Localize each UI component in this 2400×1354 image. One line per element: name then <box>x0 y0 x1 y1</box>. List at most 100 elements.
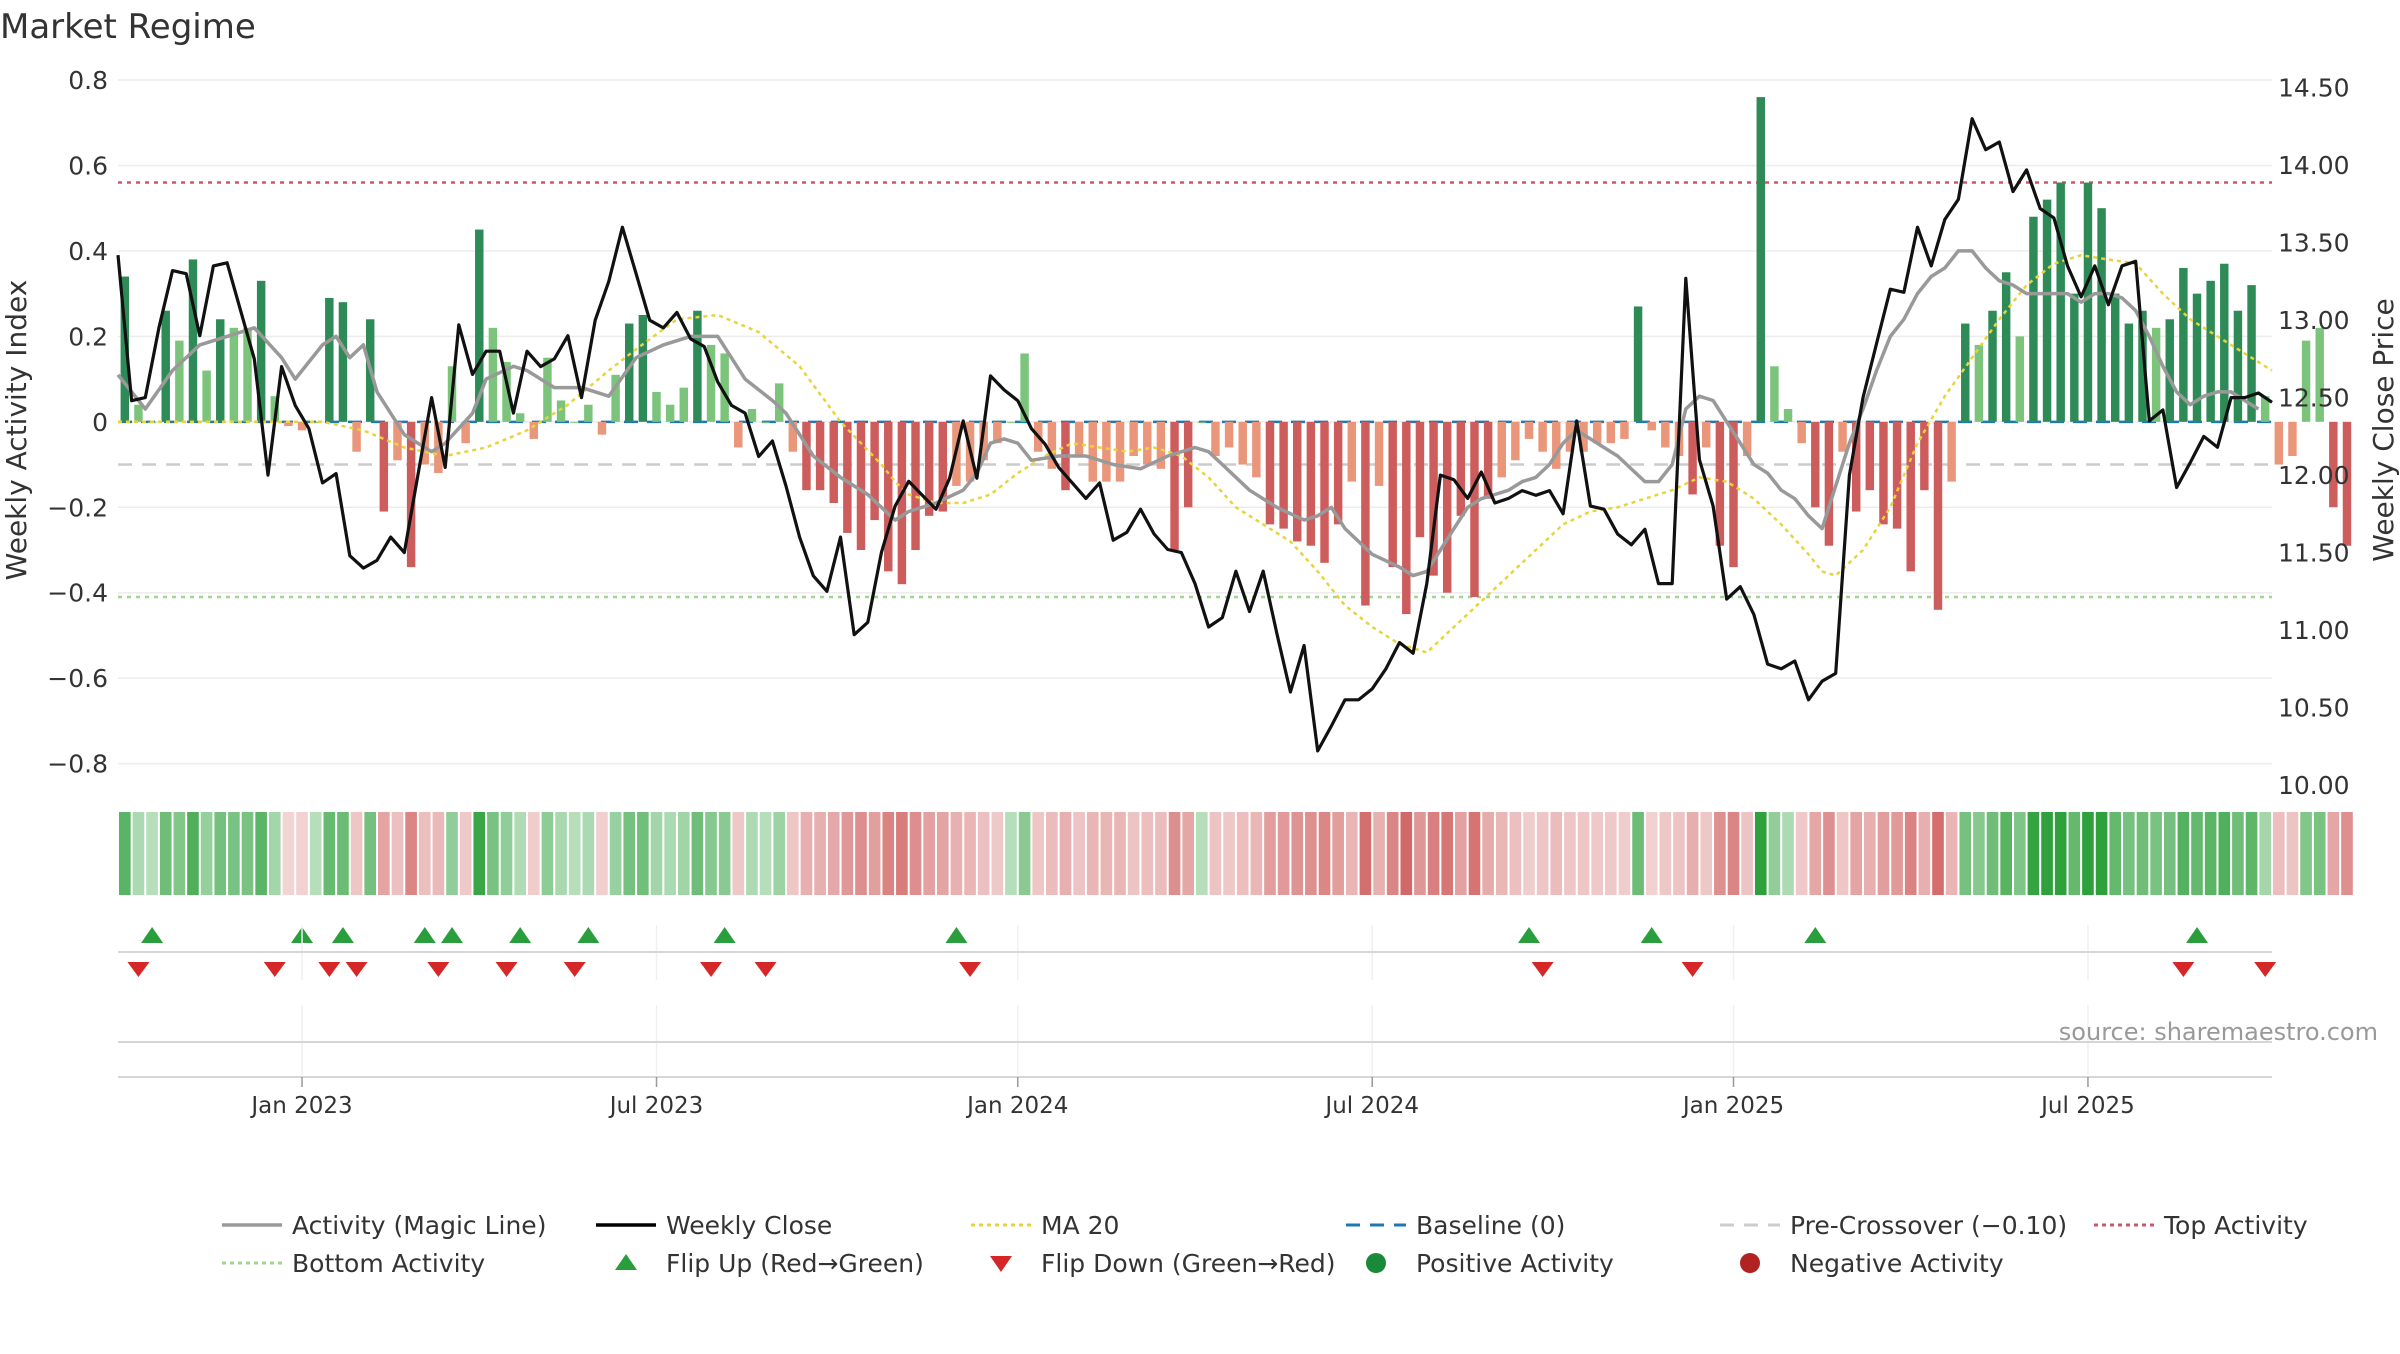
heat-cell <box>1005 812 1017 895</box>
activity-bar <box>1415 421 1425 538</box>
heat-cell <box>882 812 895 895</box>
activity-bar <box>2260 396 2270 422</box>
activity-bar <box>924 421 934 516</box>
heat-cell <box>2000 812 2012 895</box>
activity-bar <box>2329 421 2338 508</box>
heat-cell <box>664 812 676 895</box>
activity-bar <box>202 370 211 422</box>
activity-bar <box>229 327 239 422</box>
heat-cell <box>1836 812 1849 895</box>
legend-item: Flip Up (Red→Green) <box>615 1249 924 1278</box>
activity-bar <box>993 421 1002 444</box>
activity-bar <box>1688 421 1697 495</box>
heat-cell <box>2123 812 2135 895</box>
activity-bar <box>774 383 784 422</box>
heat-cell <box>2027 812 2040 895</box>
heat-cell <box>950 812 963 895</box>
heat-cell <box>1277 812 1290 895</box>
activity-bar <box>1402 421 1411 615</box>
heat-cell <box>2300 812 2312 895</box>
right-tick-label: 10.50 <box>2278 694 2350 723</box>
legend-label: Positive Activity <box>1416 1249 1614 1278</box>
activity-bar <box>1074 421 1084 456</box>
heat-cell <box>1441 812 1454 895</box>
activity-bar <box>1265 421 1275 525</box>
activity-bar <box>2138 310 2147 422</box>
activity-bar <box>2001 272 2011 422</box>
flip-up-marker <box>1804 927 1827 943</box>
legend-item: Weekly Close <box>596 1211 832 1240</box>
right-tick-label: 12.50 <box>2278 384 2350 413</box>
activity-bar <box>1620 421 1629 439</box>
heat-cell <box>432 812 445 895</box>
heat-cell <box>132 812 145 895</box>
heat-cell <box>1591 812 1603 895</box>
activity-bar <box>897 421 907 585</box>
heat-cell <box>1032 812 1045 895</box>
flip-up-marker <box>141 927 164 943</box>
heat-cell <box>2327 812 2340 895</box>
right-tick-label: 11.00 <box>2278 616 2350 645</box>
heat-cell <box>2286 812 2299 895</box>
activity-bar <box>1088 421 1097 482</box>
left-axis-ticks: 0.8 0.6 0.4 0.2 0 −0.2 −0.4 −0.6 −0.8 <box>47 66 108 779</box>
flip-up-marker <box>1518 927 1541 943</box>
activity-bar <box>297 421 307 431</box>
heat-cell <box>855 812 867 895</box>
activity-bar <box>1224 421 1234 448</box>
heat-cell <box>827 812 840 895</box>
heat-cell <box>868 812 881 895</box>
activity-bar <box>2042 199 2052 422</box>
legend-label: Top Activity <box>2163 1211 2308 1240</box>
heat-cell <box>991 812 1004 895</box>
heat-cell <box>1945 812 1958 895</box>
activity-bar <box>734 421 743 448</box>
activity-bar <box>570 421 579 423</box>
heat-cell <box>1904 812 1917 895</box>
heat-cell <box>459 812 472 895</box>
flip-up-marker <box>713 927 736 943</box>
heat-cell <box>705 812 717 895</box>
heat-cell <box>1345 812 1358 895</box>
activity-bar <box>2151 327 2161 422</box>
activity-bar <box>911 421 920 550</box>
legend-label: Flip Down (Green→Red) <box>1041 1249 1336 1278</box>
activity-bar <box>1756 97 1765 422</box>
activity-bar <box>706 344 716 422</box>
heat-cell <box>650 812 663 895</box>
heat-cell <box>323 812 336 895</box>
heat-cell <box>364 812 377 895</box>
activity-bar <box>1170 421 1179 550</box>
heat-cell <box>609 812 622 895</box>
activity-bar <box>584 404 593 422</box>
heat-cell <box>582 812 595 895</box>
legend-item: MA 20 <box>971 1211 1119 1240</box>
activity-bar <box>243 327 252 422</box>
heat-cell <box>1264 812 1276 895</box>
heat-cell <box>1291 812 1304 895</box>
legend-swatch-triangle-down <box>990 1256 1012 1272</box>
activity-bar <box>1006 421 1016 423</box>
activity-bar <box>1470 421 1479 597</box>
activity-bar <box>1143 421 1152 465</box>
legend-label: MA 20 <box>1041 1211 1119 1240</box>
legend-label: Bottom Activity <box>292 1249 485 1278</box>
activity-bar <box>1238 421 1247 465</box>
heat-cell <box>446 812 458 895</box>
heat-cell <box>1809 812 1822 895</box>
activity-bar <box>2301 340 2311 422</box>
legend-item: Negative Activity <box>1740 1249 2004 1278</box>
activity-bar <box>134 404 143 422</box>
heat-cell <box>1523 812 1535 895</box>
heat-cell <box>418 812 431 895</box>
legend-item: Top Activity <box>2094 1211 2308 1240</box>
heat-cell <box>309 812 322 895</box>
legend-label: Activity (Magic Line) <box>292 1211 546 1240</box>
activity-bar <box>352 421 361 452</box>
heat-cell <box>1427 812 1440 895</box>
heat-cell <box>405 812 417 895</box>
heat-cell <box>337 812 349 895</box>
heat-cell <box>1414 812 1426 895</box>
activity-bar <box>1702 421 1711 448</box>
